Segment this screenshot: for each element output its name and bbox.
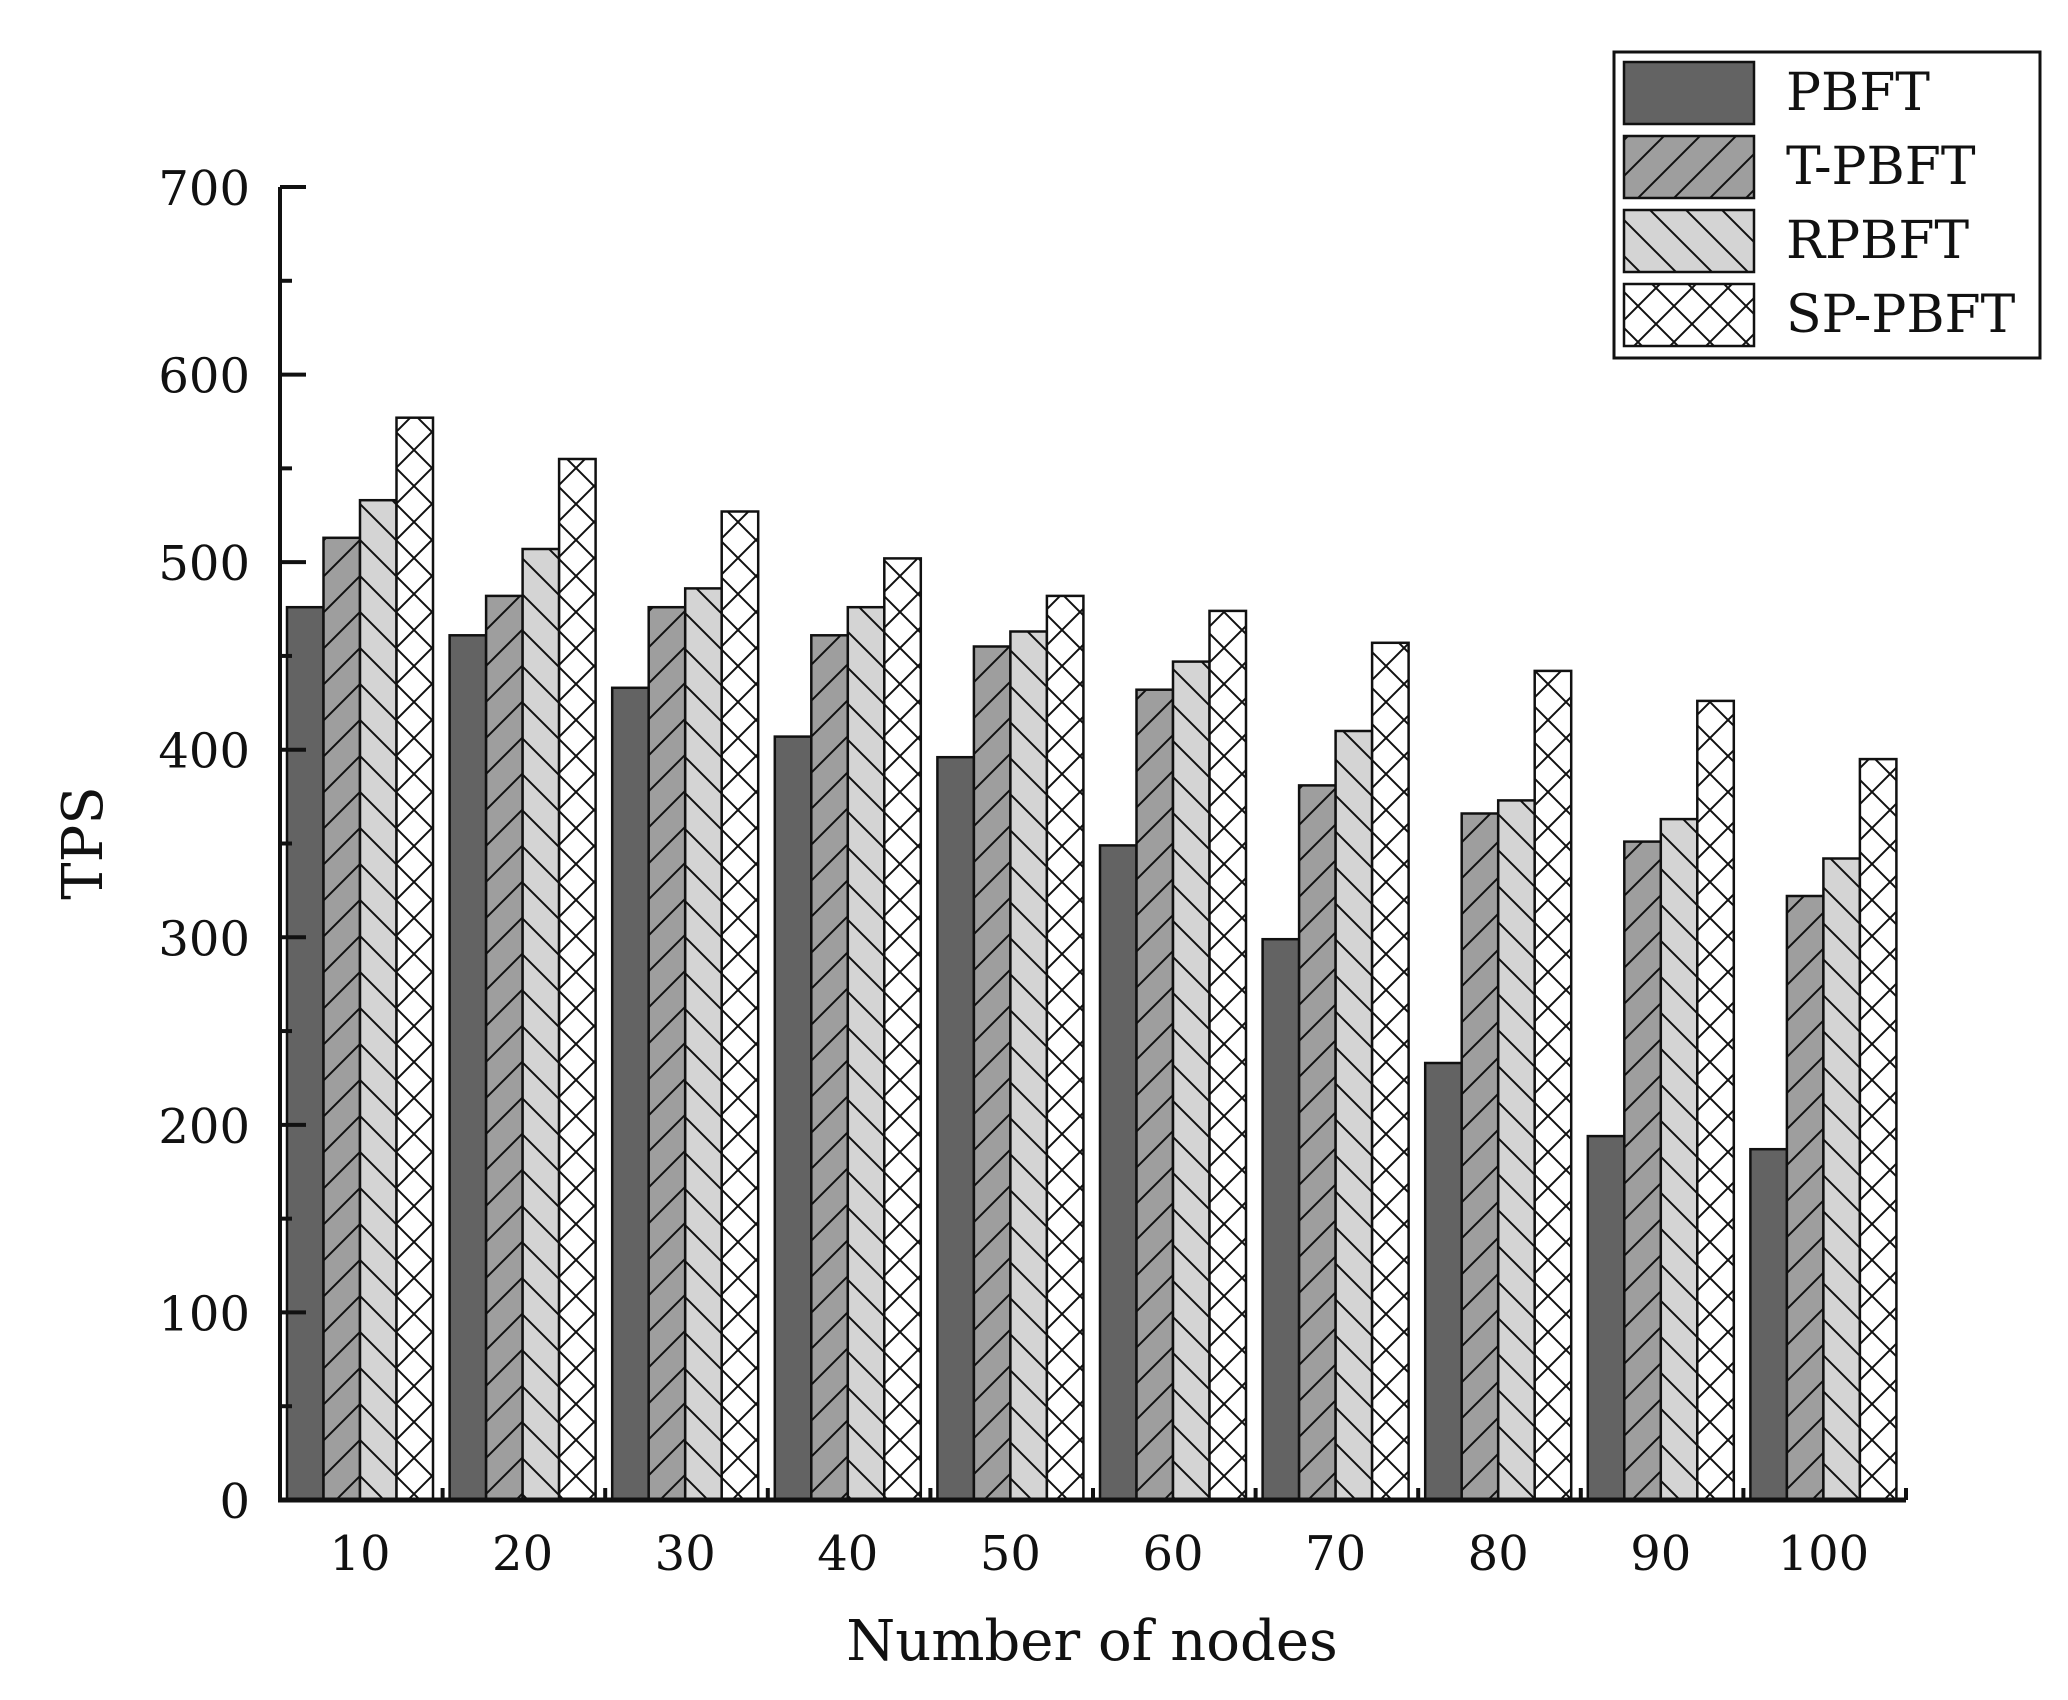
y-tick-label: 600	[158, 349, 250, 405]
x-tick-label: 70	[1305, 1526, 1366, 1582]
y-tick-label: 500	[158, 536, 250, 592]
bar-t-pbft-40	[810, 634, 850, 1502]
bar-sp-pbft-10	[395, 416, 435, 1502]
x-tick-label: 60	[1142, 1526, 1203, 1582]
legend-swatch-sp-pbft	[1622, 282, 1756, 348]
x-tick-label: 50	[980, 1526, 1041, 1582]
legend-swatch-pbft	[1622, 60, 1756, 126]
bar-t-pbft-80	[1460, 812, 1500, 1502]
x-tick-label: 90	[1630, 1526, 1691, 1582]
bar-pbft-80	[1423, 1061, 1463, 1502]
legend-label-rpbft: RPBFT	[1786, 211, 1969, 271]
x-tick-label: 80	[1468, 1526, 1529, 1582]
y-tick-label: 100	[158, 1286, 250, 1342]
bar-pbft-20	[448, 634, 488, 1502]
bar-rpbft-50	[1009, 630, 1049, 1502]
bar-sp-pbft-30	[720, 510, 760, 1502]
bar-rpbft-30	[683, 587, 723, 1502]
y-axis-label: TPS	[51, 786, 116, 899]
bar-t-pbft-10	[322, 536, 362, 1502]
y-ticks: 0 100 200 300 400 500 600 700	[158, 161, 306, 1530]
y-tick-label: 300	[158, 911, 250, 967]
bar-sp-pbft-70	[1370, 641, 1410, 1502]
y-tick-label: 0	[219, 1474, 250, 1530]
x-ticks: 10 20 30 40 50 60 70 80 90 100	[278, 1488, 1908, 1582]
bar-rpbft-70	[1334, 729, 1374, 1502]
bar-t-pbft-100	[1785, 894, 1825, 1502]
bar-t-pbft-60	[1135, 688, 1175, 1502]
bar-sp-pbft-40	[883, 557, 923, 1502]
bar-sp-pbft-50	[1045, 594, 1085, 1502]
x-tick-label: 40	[817, 1526, 878, 1582]
legend-swatch-t-pbft	[1622, 134, 1756, 200]
bar-sp-pbft-60	[1208, 609, 1248, 1502]
legend-label-t-pbft: T-PBFT	[1786, 137, 1976, 197]
y-tick-label: 400	[158, 724, 250, 780]
legend: PBFT T-PBFT RPBFT SP-PBFT	[1612, 50, 2042, 360]
legend-label-sp-pbft: SP-PBFT	[1786, 285, 2016, 345]
bar-sp-pbft-20	[557, 457, 597, 1502]
y-tick-label: 200	[158, 1099, 250, 1155]
bar-t-pbft-20	[484, 594, 524, 1502]
bar-pbft-40	[773, 735, 813, 1502]
bar-pbft-70	[1261, 937, 1301, 1502]
x-axis-label: Number of nodes	[846, 1609, 1337, 1674]
bar-pbft-30	[610, 686, 650, 1502]
bar-pbft-50	[936, 755, 976, 1502]
bar-rpbft-60	[1171, 660, 1211, 1502]
bar-rpbft-100	[1822, 857, 1862, 1502]
legend-label-pbft: PBFT	[1786, 63, 1930, 123]
bar-pbft-90	[1586, 1134, 1626, 1502]
bars-layer	[285, 416, 1898, 1502]
x-tick-label: 20	[492, 1526, 553, 1582]
x-tick-label: 100	[1778, 1526, 1870, 1582]
bar-t-pbft-70	[1297, 784, 1337, 1502]
bar-t-pbft-30	[647, 605, 687, 1502]
bar-rpbft-90	[1659, 817, 1699, 1502]
bar-pbft-10	[285, 605, 325, 1502]
x-tick-label: 30	[655, 1526, 716, 1582]
y-tick-label: 700	[158, 161, 250, 217]
bar-sp-pbft-90	[1696, 699, 1736, 1502]
x-tick-label: 10	[329, 1526, 390, 1582]
bar-t-pbft-90	[1623, 840, 1663, 1502]
bar-rpbft-20	[521, 547, 561, 1502]
bar-rpbft-10	[358, 498, 398, 1502]
legend-swatch-rpbft	[1622, 208, 1756, 274]
bar-rpbft-40	[846, 605, 886, 1502]
bar-sp-pbft-100	[1858, 757, 1898, 1502]
bar-pbft-100	[1749, 1147, 1789, 1502]
bar-sp-pbft-80	[1533, 669, 1573, 1502]
bar-t-pbft-50	[972, 645, 1012, 1502]
bar-rpbft-80	[1496, 799, 1536, 1502]
bar-pbft-60	[1098, 844, 1138, 1502]
